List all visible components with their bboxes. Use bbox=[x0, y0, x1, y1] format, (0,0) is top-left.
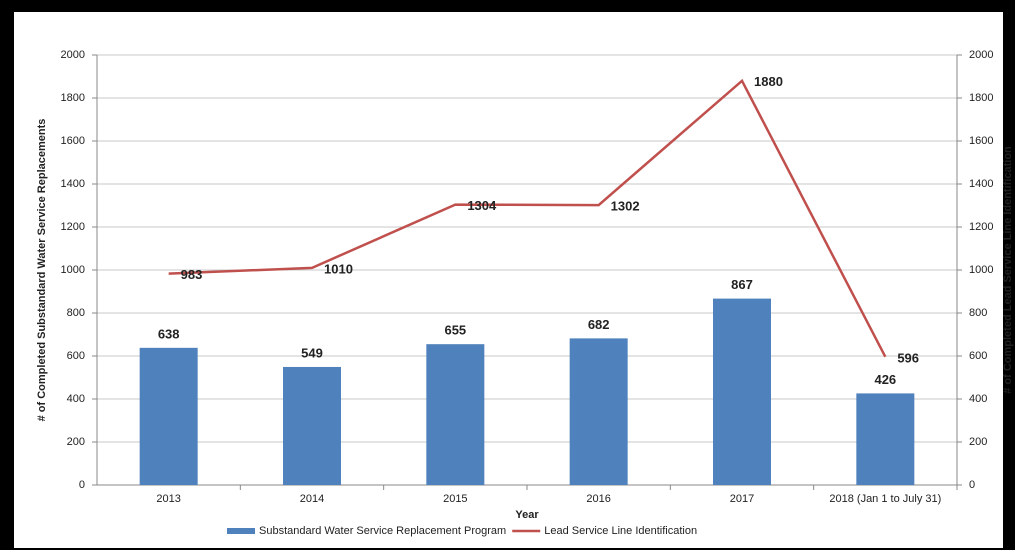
x-tick-label: 2016 bbox=[586, 493, 610, 505]
bar-value-label: 867 bbox=[731, 277, 753, 292]
y-tick-label: 200 bbox=[67, 436, 85, 448]
y-tick-label: 1200 bbox=[61, 221, 85, 233]
bar-value-label: 682 bbox=[588, 317, 610, 332]
line bbox=[168, 78, 887, 358]
legend-label: Lead Service Line Identification bbox=[544, 525, 697, 537]
y2-axis-label: # of Completed Lead Service Line Identif… bbox=[1002, 146, 1014, 394]
x-tick-label: 2013 bbox=[156, 493, 180, 505]
y-tick-label: 1400 bbox=[61, 178, 85, 190]
y-tick-label: 1800 bbox=[61, 92, 85, 104]
y2-tick-label: 1200 bbox=[969, 221, 993, 233]
bar-value-label: 655 bbox=[444, 323, 466, 338]
bar bbox=[426, 344, 485, 485]
line-value-label: 983 bbox=[181, 267, 203, 282]
y2-tick-label: 1800 bbox=[969, 92, 993, 104]
y-tick-label: 1600 bbox=[61, 135, 85, 147]
y-tick-label: 800 bbox=[67, 307, 85, 319]
y-tick-label: 2000 bbox=[61, 49, 85, 61]
legend-swatch bbox=[227, 528, 255, 534]
x-tick-label: 2014 bbox=[300, 493, 324, 505]
y2-tick-label: 1000 bbox=[969, 264, 993, 276]
y2-tick-label: 600 bbox=[969, 350, 987, 362]
y2-tick-label: 1400 bbox=[969, 178, 993, 190]
y-tick-label: 600 bbox=[67, 350, 85, 362]
bar bbox=[713, 298, 771, 485]
y-axis-label: # of Completed Substandard Water Service… bbox=[36, 119, 48, 422]
bar-value-label: 426 bbox=[874, 372, 896, 387]
y2-tick-label: 800 bbox=[969, 307, 987, 319]
y-tick-label: 1000 bbox=[61, 264, 85, 276]
legend-label: Substandard Water Service Replacement Pr… bbox=[259, 525, 506, 537]
x-tick-label: 2018 (Jan 1 to July 31) bbox=[829, 493, 941, 505]
bar-value-label: 638 bbox=[158, 326, 180, 341]
y2-tick-label: 200 bbox=[969, 436, 987, 448]
line-value-label: 1304 bbox=[467, 198, 497, 213]
y2-tick-label: 2000 bbox=[969, 49, 993, 61]
bar bbox=[283, 366, 341, 485]
line-value-label: 1880 bbox=[754, 74, 783, 89]
line-value-label: 1302 bbox=[611, 199, 640, 214]
line-value-label: 596 bbox=[897, 350, 919, 365]
y-tick-label: 400 bbox=[67, 393, 85, 405]
bar-value-label: 549 bbox=[301, 345, 323, 360]
bar bbox=[856, 393, 915, 485]
x-tick-label: 2015 bbox=[443, 493, 467, 505]
y2-tick-label: 1600 bbox=[969, 135, 993, 147]
bar bbox=[139, 347, 198, 485]
bar bbox=[569, 338, 628, 485]
y2-tick-label: 0 bbox=[969, 479, 975, 491]
x-tick-label: 2017 bbox=[730, 493, 754, 505]
y-tick-label: 0 bbox=[79, 479, 85, 491]
line-value-label: 1010 bbox=[324, 261, 353, 276]
y2-tick-label: 400 bbox=[969, 393, 987, 405]
x-axis-label: Year bbox=[515, 509, 539, 521]
